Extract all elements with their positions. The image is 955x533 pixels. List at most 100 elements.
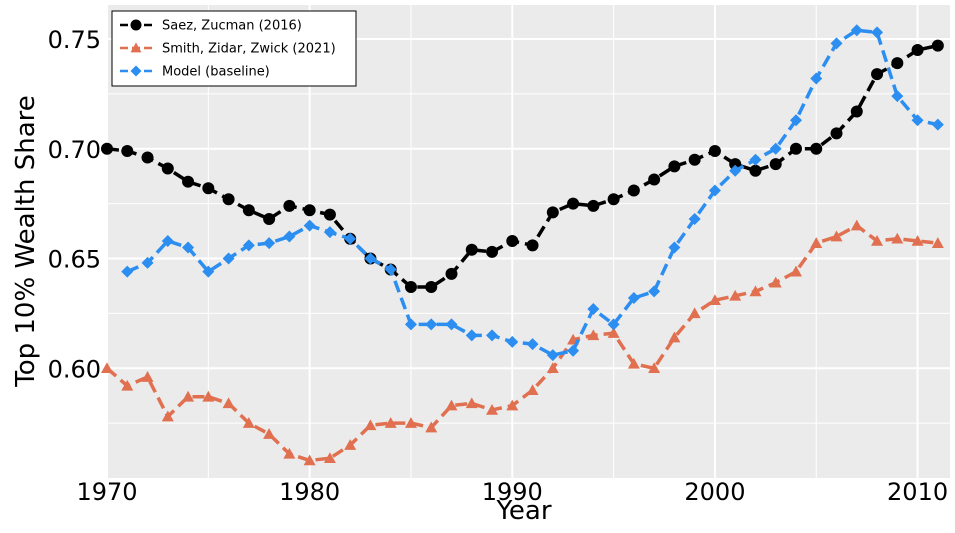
marker: [182, 175, 195, 188]
marker: [769, 158, 782, 171]
marker: [384, 417, 397, 428]
marker: [810, 142, 823, 155]
marker: [121, 144, 134, 157]
marker: [242, 204, 255, 217]
x-tick-label: 2010: [887, 478, 948, 506]
marker: [202, 390, 215, 402]
marker: [101, 362, 113, 374]
marker: [850, 24, 863, 37]
marker: [141, 371, 154, 382]
marker: [648, 362, 661, 374]
marker: [668, 241, 681, 254]
marker: [708, 294, 721, 306]
marker: [182, 241, 195, 254]
marker: [486, 245, 499, 258]
marker: [506, 399, 519, 411]
x-tick-label: 2000: [684, 478, 745, 506]
marker: [911, 114, 924, 127]
marker: [404, 318, 417, 331]
marker: [931, 237, 944, 248]
x-tick-label: 1980: [279, 478, 340, 506]
x-axis-label: Year: [495, 496, 551, 526]
marker: [404, 281, 417, 294]
marker: [202, 265, 215, 278]
marker: [263, 213, 276, 226]
marker: [526, 384, 539, 396]
marker: [708, 144, 721, 157]
marker: [222, 397, 235, 409]
legend-label: Model (baseline): [162, 65, 270, 80]
marker: [627, 292, 640, 305]
marker: [891, 90, 904, 103]
marker: [283, 199, 296, 212]
marker: [668, 331, 681, 343]
marker: [465, 397, 478, 409]
marker: [546, 206, 559, 219]
marker: [161, 410, 174, 422]
marker: [425, 318, 438, 331]
marker: [546, 362, 559, 374]
marker: [708, 184, 721, 197]
marker: [607, 193, 620, 206]
y-tick-label: 0.60: [48, 355, 101, 383]
marker: [688, 307, 701, 319]
marker: [364, 419, 377, 431]
x-tick-label: 1970: [76, 478, 137, 506]
y-tick-label: 0.70: [48, 136, 101, 164]
marker: [130, 65, 142, 77]
marker: [141, 256, 154, 269]
marker: [323, 208, 336, 221]
marker: [303, 219, 316, 232]
marker: [425, 281, 438, 294]
marker: [486, 403, 499, 415]
marker: [445, 318, 458, 331]
marker: [607, 327, 620, 338]
marker: [911, 43, 924, 56]
marker: [567, 197, 580, 210]
marker: [130, 42, 142, 53]
marker: [323, 452, 336, 464]
marker: [931, 118, 944, 131]
legend-box: [111, 10, 357, 87]
y-axis-label: Top 10% Wealth Share: [11, 95, 41, 388]
marker: [141, 151, 154, 164]
marker: [850, 105, 863, 118]
marker: [749, 164, 762, 177]
marker: [587, 199, 600, 212]
marker: [364, 252, 377, 265]
marker: [587, 329, 600, 341]
marker: [850, 219, 863, 231]
marker: [445, 267, 458, 280]
marker: [425, 421, 438, 433]
marker: [222, 252, 235, 265]
marker: [729, 164, 742, 177]
marker: [607, 318, 620, 331]
marker: [648, 173, 661, 186]
marker: [830, 127, 843, 140]
marker: [830, 230, 843, 242]
marker: [810, 237, 823, 248]
marker: [769, 276, 782, 288]
marker: [202, 182, 215, 195]
y-tick-label: 0.75: [48, 26, 101, 54]
marker: [587, 302, 600, 315]
marker: [769, 142, 782, 155]
marker: [465, 329, 478, 342]
marker: [871, 26, 884, 39]
y-tick-label: 0.65: [48, 246, 101, 274]
marker: [911, 234, 924, 246]
marker: [344, 232, 357, 245]
marker: [546, 349, 559, 362]
marker: [627, 184, 640, 197]
marker: [283, 447, 296, 459]
marker: [891, 57, 904, 70]
marker: [789, 142, 802, 155]
marker: [688, 213, 701, 226]
marker: [263, 237, 276, 250]
marker: [668, 160, 681, 173]
marker: [445, 399, 458, 411]
marker: [688, 153, 701, 166]
legend-label: Saez, Zucman (2016): [162, 19, 302, 34]
marker: [303, 204, 316, 217]
marker: [506, 234, 519, 247]
